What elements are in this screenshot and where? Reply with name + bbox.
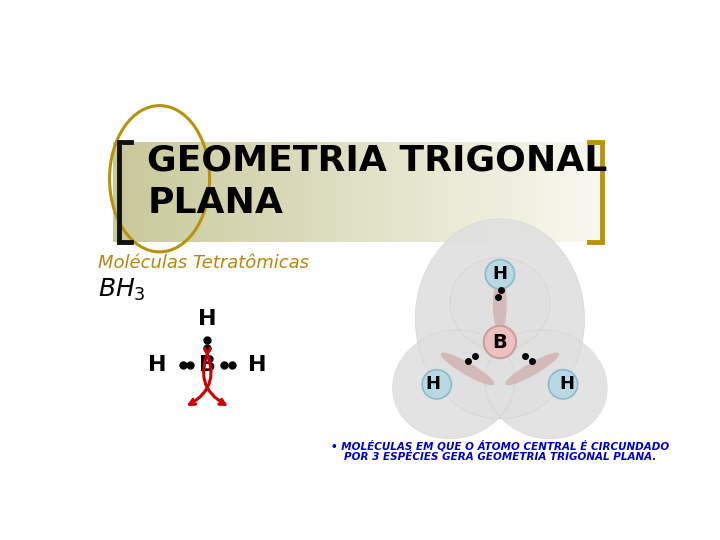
Text: B: B bbox=[199, 355, 216, 375]
Text: POR 3 ESPÉCIES GERA GEOMETRIA TRIGONAL PLANA.: POR 3 ESPÉCIES GERA GEOMETRIA TRIGONAL P… bbox=[343, 453, 656, 462]
Ellipse shape bbox=[415, 219, 585, 419]
Text: Moléculas Tetratômicas: Moléculas Tetratômicas bbox=[98, 254, 309, 273]
Ellipse shape bbox=[485, 260, 515, 289]
Ellipse shape bbox=[392, 330, 515, 439]
Ellipse shape bbox=[450, 257, 550, 350]
Text: GEOMETRIA TRIGONAL
PLANA: GEOMETRIA TRIGONAL PLANA bbox=[148, 144, 608, 220]
Text: • MOLÉCULAS EM QUE O ÁTOMO CENTRAL É CIRCUNDADO: • MOLÉCULAS EM QUE O ÁTOMO CENTRAL É CIR… bbox=[330, 440, 669, 451]
Text: H: H bbox=[198, 309, 217, 329]
Text: H: H bbox=[148, 355, 166, 375]
Text: H: H bbox=[492, 265, 508, 284]
Text: $\mathit{BH}_3$: $\mathit{BH}_3$ bbox=[98, 276, 145, 303]
Text: H: H bbox=[426, 375, 441, 393]
Text: H: H bbox=[248, 355, 266, 375]
Ellipse shape bbox=[505, 353, 559, 385]
Ellipse shape bbox=[485, 330, 607, 439]
Text: B: B bbox=[492, 333, 508, 352]
Ellipse shape bbox=[441, 353, 495, 385]
Ellipse shape bbox=[422, 370, 451, 399]
Ellipse shape bbox=[484, 326, 516, 358]
Ellipse shape bbox=[493, 275, 507, 333]
Ellipse shape bbox=[549, 370, 577, 399]
Text: H: H bbox=[559, 375, 575, 393]
